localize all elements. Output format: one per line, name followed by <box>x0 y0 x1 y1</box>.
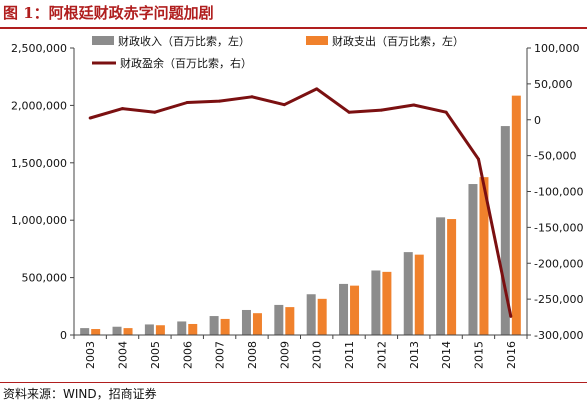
surplus-point-2014 <box>444 110 448 114</box>
right-tick-label: -100,000 <box>534 186 583 199</box>
bar-expenditure-2011 <box>350 285 360 335</box>
bar-expenditure-2010 <box>317 298 327 335</box>
bar-revenue-2004 <box>112 326 122 335</box>
left-tick-label: 2,500,000 <box>11 42 67 55</box>
surplus-point-2010 <box>315 87 319 91</box>
bar-revenue-2006 <box>177 321 187 335</box>
bar-expenditure-2005 <box>155 325 165 335</box>
chart-legend: 财政收入（百万比索，左） 财政支出（百万比索，左） 财政盈余（百万比索，右） <box>92 34 464 70</box>
x-tick-label: 2005 <box>149 341 162 369</box>
surplus-point-2015 <box>476 157 480 161</box>
x-tick-label: 2011 <box>343 341 356 369</box>
bar-expenditure-2016 <box>511 95 521 335</box>
x-tick-label: 2009 <box>278 341 291 369</box>
x-tick-label: 2004 <box>117 341 130 369</box>
title-divider <box>0 27 587 29</box>
bar-revenue-2007 <box>209 316 219 335</box>
bar-revenue-2011 <box>339 283 349 335</box>
right-tick-label: 0 <box>534 114 541 127</box>
right-tick-label: 100,000 <box>534 42 580 55</box>
right-tick-label: -250,000 <box>534 293 583 306</box>
footer-divider <box>0 382 587 383</box>
x-tick-label: 2012 <box>375 341 388 369</box>
bar-expenditure-2007 <box>220 318 230 335</box>
surplus-point-2016 <box>509 314 513 318</box>
bar-expenditure-2015 <box>479 177 489 335</box>
chart-axes: 0 500,000 1,000,000 1,500,000 2,000,000 2,500… <box>11 42 583 369</box>
bar-revenue-2012 <box>371 270 381 335</box>
left-tick-label: 1,000,000 <box>11 214 67 227</box>
figure-title: 图 1：阿根廷财政赤字问题加剧 <box>3 4 214 22</box>
legend-label-surplus: 财政盈余（百万比索，右） <box>120 56 252 70</box>
surplus-point-2012 <box>379 108 383 112</box>
x-tick-label: 2014 <box>440 341 453 369</box>
bar-revenue-2003 <box>80 328 90 335</box>
surplus-point-2006 <box>185 101 189 105</box>
surplus-point-2007 <box>218 99 222 103</box>
left-tick-label: 1,500,000 <box>11 157 67 170</box>
bar-expenditure-2006 <box>188 323 198 335</box>
surplus-line <box>89 87 513 317</box>
bar-expenditure-2014 <box>447 219 457 335</box>
surplus-point-2004 <box>121 107 125 111</box>
bar-series <box>80 95 521 336</box>
left-tick-label: 0 <box>60 329 67 342</box>
bar-revenue-2015 <box>468 184 478 335</box>
x-tick-label: 2008 <box>246 341 259 369</box>
bar-revenue-2008 <box>241 309 251 335</box>
bar-expenditure-2008 <box>252 313 262 335</box>
bar-expenditure-2013 <box>414 254 424 335</box>
bar-revenue-2016 <box>500 126 510 336</box>
legend-label-expenditure: 财政支出（百万比索，左） <box>332 34 464 48</box>
x-tick-label: 2003 <box>84 341 97 369</box>
x-tick-label: 2007 <box>214 341 227 369</box>
surplus-point-2008 <box>250 95 254 99</box>
right-tick-label: -200,000 <box>534 257 583 270</box>
surplus-point-2013 <box>412 103 416 107</box>
surplus-point-2005 <box>153 110 157 114</box>
x-tick-label: 2006 <box>181 341 194 369</box>
surplus-point-2009 <box>282 103 286 107</box>
legend-swatch-revenue <box>92 36 114 45</box>
bar-expenditure-2009 <box>285 307 295 335</box>
right-tick-label: -50,000 <box>534 150 576 163</box>
left-tick-label: 500,000 <box>22 272 68 285</box>
right-tick-label: -150,000 <box>534 221 583 234</box>
bar-revenue-2010 <box>306 294 316 335</box>
fiscal-chart: 财政收入（百万比索，左） 财政支出（百万比索，左） 财政盈余（百万比索，右） 0… <box>11 34 583 369</box>
x-tick-label: 2015 <box>472 341 485 369</box>
bar-revenue-2014 <box>436 217 446 335</box>
bar-expenditure-2003 <box>91 329 101 335</box>
bar-revenue-2013 <box>403 252 413 335</box>
right-tick-label: 50,000 <box>534 78 573 91</box>
x-tick-label: 2010 <box>311 341 324 369</box>
surplus-point-2003 <box>88 116 92 120</box>
right-tick-label: -300,000 <box>534 329 583 342</box>
left-tick-label: 2,000,000 <box>11 99 67 112</box>
bar-revenue-2009 <box>274 304 284 335</box>
x-tick-label: 2013 <box>408 341 421 369</box>
x-tick-label: 2016 <box>505 341 518 369</box>
surplus-point-2011 <box>347 110 351 114</box>
line-series <box>88 87 513 318</box>
legend-label-revenue: 财政收入（百万比索，左） <box>118 34 250 48</box>
bar-revenue-2005 <box>144 324 154 335</box>
source-note: 资料来源：WIND，招商证券 <box>3 387 157 401</box>
bar-expenditure-2004 <box>123 328 133 335</box>
bar-expenditure-2012 <box>382 271 392 335</box>
legend-swatch-expenditure <box>306 36 328 45</box>
